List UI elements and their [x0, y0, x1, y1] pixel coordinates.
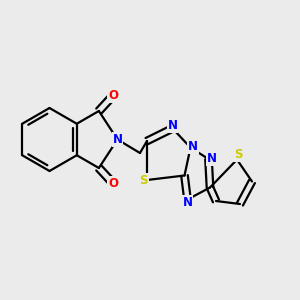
Text: N: N	[167, 119, 178, 132]
Text: S: S	[234, 148, 243, 161]
Text: O: O	[108, 89, 118, 102]
Text: S: S	[139, 173, 148, 187]
Text: O: O	[108, 177, 118, 190]
Text: N: N	[188, 140, 198, 153]
Text: N: N	[182, 196, 193, 209]
Text: N: N	[207, 152, 217, 166]
Text: N: N	[112, 133, 122, 146]
